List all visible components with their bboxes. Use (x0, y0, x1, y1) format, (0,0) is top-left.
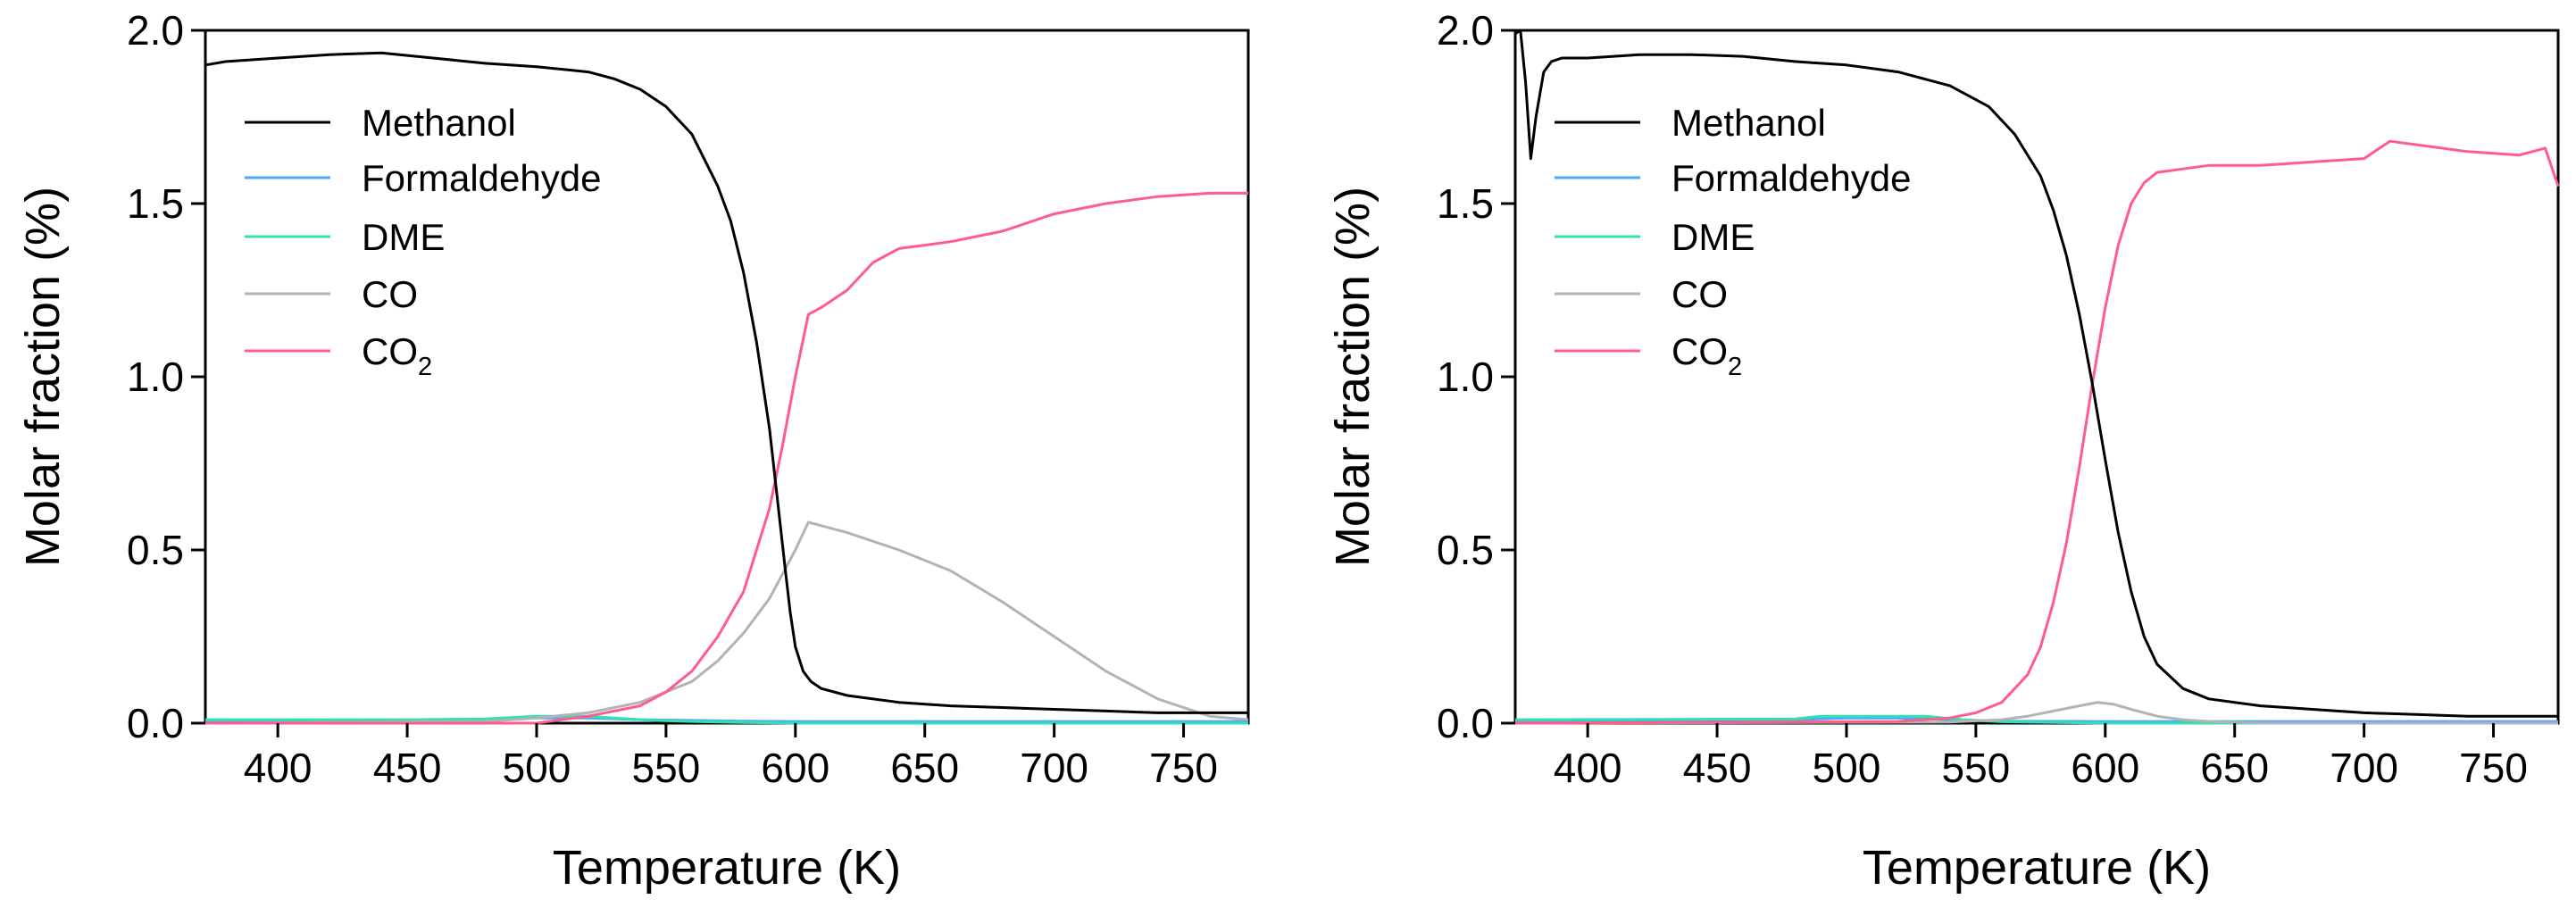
y-tick-label: 0.5 (127, 527, 184, 573)
series-line-dme (205, 714, 1248, 725)
series-line-methanol (204, 51, 1248, 714)
series-layer (204, 51, 1249, 725)
x-tick-label: 500 (1813, 745, 1881, 791)
legend-label-co: CO (362, 273, 418, 315)
x-tick-label: 500 (503, 745, 571, 791)
chart-panel-right: 0.0 0.5 1.0 1.5 2.0 400 450 500 550 600 … (1326, 7, 2560, 895)
x-tick-label: 700 (1020, 745, 1088, 791)
y-tick-label: 2.0 (1437, 7, 1494, 54)
legend-label-co2-main: CO (1671, 330, 1728, 372)
y-tick-label: 1.5 (1437, 180, 1494, 227)
y-tick-label: 0.0 (127, 700, 184, 746)
x-tick-label: 450 (1683, 745, 1752, 791)
legend-label-formaldehyde: Formaldehyde (1671, 157, 1911, 199)
x-tick-label: 600 (2071, 745, 2139, 791)
series-line-co (204, 520, 1249, 725)
tick-layer (191, 29, 1186, 737)
legend-label-co2-subscript: 2 (418, 353, 432, 381)
y-tick-label: 0.5 (1437, 527, 1494, 573)
legend: Methanol Formaldehyde DME CO CO2 (245, 102, 601, 381)
x-tick-label: 750 (2459, 745, 2528, 791)
x-tick-label: 700 (2330, 745, 2398, 791)
legend-label-dme: DME (1671, 216, 1755, 258)
legend-label-methanol: Methanol (362, 102, 516, 144)
y-tick-label: 0.0 (1437, 700, 1494, 746)
x-tick-label: 550 (632, 745, 701, 791)
x-axis-title: Temperature (K) (1863, 841, 2211, 895)
x-tick-label: 650 (2200, 745, 2269, 791)
x-tick-label: 400 (244, 745, 313, 791)
x-tick-label: 600 (761, 745, 829, 791)
legend-label-co2: CO2 (1671, 330, 1742, 381)
series-line-co2 (205, 191, 1248, 725)
series-line-methanol (1514, 29, 2558, 718)
y-tick-label: 2.0 (127, 7, 184, 54)
y-tick-label: 1.0 (1437, 354, 1494, 400)
legend-label-methanol: Methanol (1671, 102, 1826, 144)
legend-label-co2-subscript: 2 (1728, 353, 1742, 381)
y-axis-title: Molar fraction (%) (1326, 187, 1380, 567)
x-axis-title: Temperature (K) (553, 841, 901, 895)
series-line-co (1514, 701, 2558, 725)
chart-panel-left: 0.0 0.5 1.0 1.5 2.0 400 450 500 550 600 … (16, 7, 1250, 895)
series-line-co2 (1514, 139, 2560, 725)
x-tick-label: 450 (373, 745, 442, 791)
x-tick-label: 550 (1942, 745, 2011, 791)
x-tick-label: 750 (1149, 745, 1218, 791)
series-layer (1514, 29, 2560, 725)
x-tick-label: 650 (890, 745, 959, 791)
legend-label-co2-main: CO (362, 330, 418, 372)
legend: Methanol Formaldehyde DME CO CO2 (1555, 102, 1911, 381)
x-tick-label: 400 (1554, 745, 1622, 791)
legend-label-formaldehyde: Formaldehyde (362, 157, 601, 199)
legend-label-co2: CO2 (362, 330, 432, 381)
tick-layer (1501, 29, 2496, 737)
y-axis-title: Molar fraction (%) (16, 187, 70, 567)
y-tick-label: 1.0 (127, 354, 184, 400)
legend-label-co: CO (1671, 273, 1728, 315)
y-tick-label: 1.5 (127, 180, 184, 227)
legend-label-dme: DME (362, 216, 445, 258)
